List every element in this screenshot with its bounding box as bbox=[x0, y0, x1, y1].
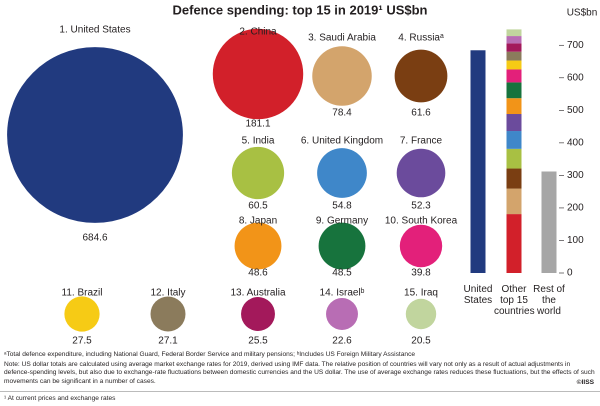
value-label: 27.1 bbox=[158, 336, 178, 347]
bubble-label: 11. Brazil bbox=[62, 288, 103, 299]
bar-segment bbox=[506, 82, 522, 99]
footnote: ᵃTotal defence expenditure, including Na… bbox=[4, 351, 416, 358]
value-label: 181.1 bbox=[245, 119, 270, 130]
bubble-label: 8. Japan bbox=[239, 216, 277, 227]
bubble-label: 5. India bbox=[242, 136, 275, 147]
bubble bbox=[317, 148, 367, 198]
bubble-label: 12. Italy bbox=[150, 288, 185, 299]
copyright: ©IISS bbox=[576, 379, 594, 386]
bubble bbox=[234, 222, 282, 270]
y-tick-label: 400 bbox=[567, 138, 584, 149]
value-label: 25.5 bbox=[248, 336, 268, 347]
bubble bbox=[318, 222, 366, 270]
y-tick-label: 300 bbox=[567, 170, 584, 181]
bubble-label: 2. China bbox=[239, 27, 277, 38]
bar-segment bbox=[506, 131, 522, 149]
value-label: 61.6 bbox=[411, 108, 431, 119]
bubble-label: 7. France bbox=[400, 136, 443, 147]
x-tick-label: United States bbox=[463, 284, 493, 306]
bar-segment bbox=[506, 69, 522, 83]
bar-segment bbox=[506, 188, 522, 215]
bottom-note: ¹ At current prices and exchange rates bbox=[4, 395, 116, 402]
bubble bbox=[326, 298, 358, 330]
bubble bbox=[7, 47, 183, 223]
y-axis-label: US$bn bbox=[567, 8, 598, 19]
value-label: 54.8 bbox=[332, 201, 352, 212]
bar-segment bbox=[506, 148, 522, 169]
bar-segment bbox=[506, 60, 522, 70]
bar-segment bbox=[506, 43, 522, 52]
y-tick-label: 200 bbox=[567, 203, 584, 214]
value-label: 20.5 bbox=[411, 336, 431, 347]
bubble bbox=[312, 46, 372, 106]
bubble bbox=[212, 28, 304, 120]
bubble bbox=[399, 224, 443, 268]
bubble-label: 1. United States bbox=[59, 25, 130, 36]
value-label: 60.5 bbox=[248, 201, 268, 212]
bubble-label: 14. Israelᵇ bbox=[320, 288, 365, 299]
value-label: 22.6 bbox=[332, 336, 352, 347]
bubble-label: 9. Germany bbox=[316, 216, 368, 227]
y-tick-label: 600 bbox=[567, 72, 584, 83]
chart: Defence spending: top 15 in 2019¹ US$bn … bbox=[7, 2, 598, 347]
bubble-label: 4. Russiaᵃ bbox=[398, 33, 444, 44]
note: Note: US dollar totals are calculated us… bbox=[4, 361, 595, 385]
value-label: 27.5 bbox=[72, 336, 92, 347]
bubble bbox=[394, 49, 448, 103]
bubble-label: 15. Iraq bbox=[404, 288, 438, 299]
bubble bbox=[241, 297, 275, 331]
bar bbox=[541, 171, 557, 273]
x-tick-label: Rest of the world bbox=[533, 284, 565, 317]
x-tick-label: Other top 15 countries bbox=[494, 284, 535, 317]
chart-title: Defence spending: top 15 in 2019¹ US$bn bbox=[173, 2, 428, 17]
y-tick-label: 500 bbox=[567, 105, 584, 116]
bar-segment bbox=[506, 168, 522, 189]
bubble bbox=[396, 148, 446, 198]
bubble-label: 3. Saudi Arabia bbox=[308, 33, 376, 44]
y-tick-label: 700 bbox=[567, 40, 584, 51]
bar-segment bbox=[506, 51, 522, 61]
bubble-label: 13. Australia bbox=[230, 288, 285, 299]
bar-segment bbox=[506, 36, 522, 44]
bar-segment bbox=[506, 114, 522, 132]
bubble bbox=[150, 296, 186, 332]
bar-segment bbox=[506, 98, 522, 115]
bubble bbox=[231, 146, 285, 200]
value-label: 52.3 bbox=[411, 201, 431, 212]
y-tick-label: 0 bbox=[567, 268, 573, 279]
bubble bbox=[64, 296, 100, 332]
divider bbox=[0, 391, 600, 392]
value-label: 78.4 bbox=[332, 108, 352, 119]
y-tick-label: 100 bbox=[567, 235, 584, 246]
bubble bbox=[405, 298, 437, 330]
value-label: 48.5 bbox=[332, 268, 352, 279]
bubble-label: 6. United Kingdom bbox=[301, 136, 383, 147]
value-label: 48.6 bbox=[248, 268, 268, 279]
bar-segment bbox=[506, 214, 522, 273]
value-label: 39.8 bbox=[411, 268, 431, 279]
bar bbox=[470, 50, 486, 274]
bar-segment bbox=[506, 29, 522, 37]
value-label: 684.6 bbox=[82, 233, 107, 244]
bubble-label: 10. South Korea bbox=[385, 216, 458, 227]
